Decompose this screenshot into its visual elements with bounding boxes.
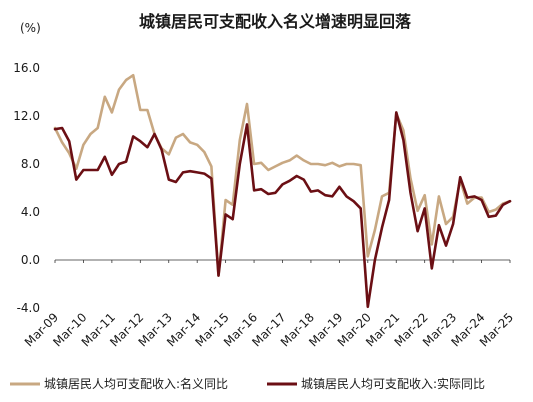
chart-title: 城镇居民可支配收入名义增速明显回落: [139, 12, 412, 31]
y-axis-unit: (%): [20, 21, 41, 35]
y-tick-label: 8.0: [21, 157, 40, 171]
y-tick-labels: 16.0 12.0 8.0 4.0 0.0 -4.0: [13, 61, 40, 315]
y-tick-label: 0.0: [21, 253, 40, 267]
y-tick-label: 16.0: [13, 61, 40, 75]
legend: 城镇居民人均可支配收入:名义同比 城镇居民人均可支配收入:实际同比: [10, 376, 485, 391]
y-tick-label: 4.0: [21, 205, 40, 219]
series-line-real: [53, 111, 512, 309]
legend-label: 城镇居民人均可支配收入:实际同比: [301, 376, 485, 391]
legend-label: 城镇居民人均可支配收入:名义同比: [44, 376, 228, 391]
x-axis: Mar-09Mar-10Mar-11Mar-12Mar-13Mar-14Mar-…: [22, 259, 516, 349]
series-line-nominal: [53, 73, 512, 277]
y-tick-label: 12.0: [13, 109, 40, 123]
plot-lines: [53, 73, 512, 309]
y-tick-label: -4.0: [17, 301, 40, 315]
